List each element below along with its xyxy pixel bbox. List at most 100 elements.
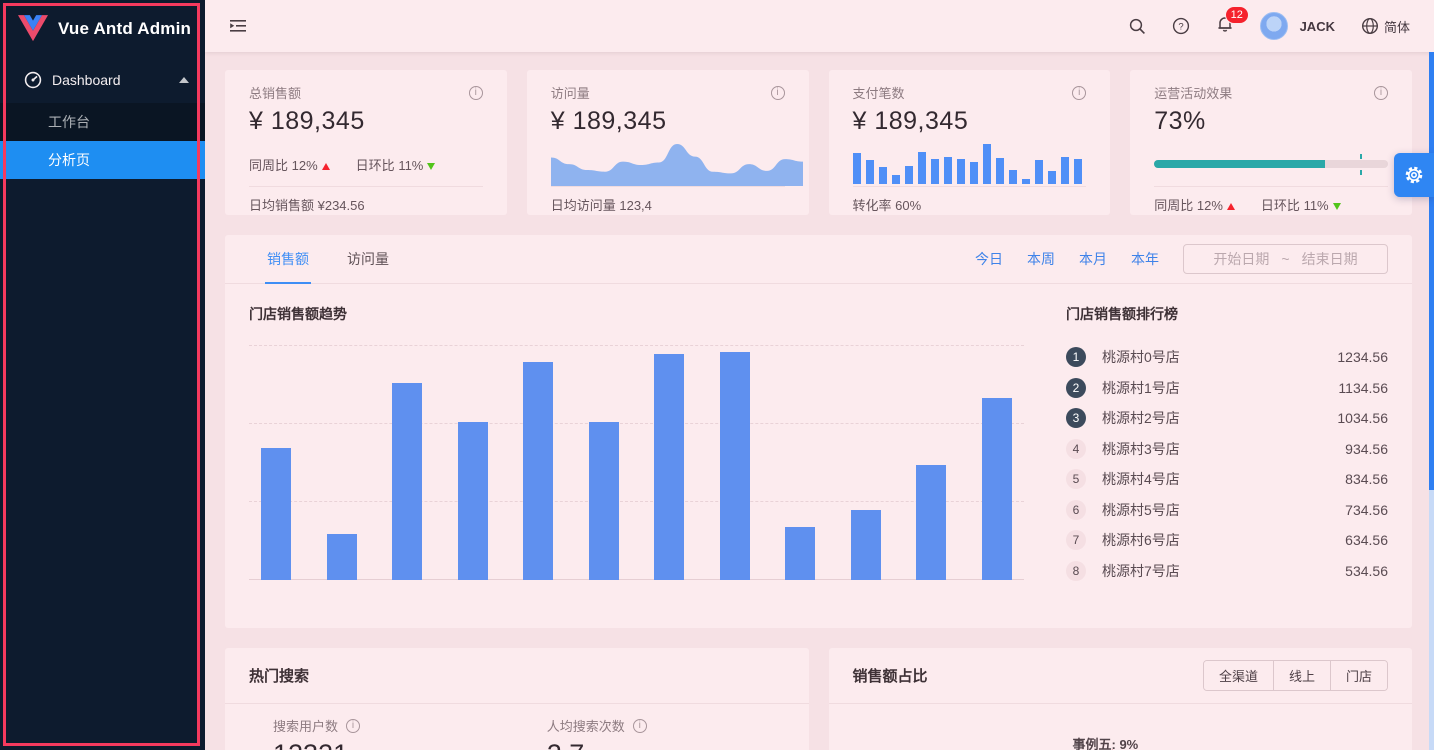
- stat-title: 访问量: [550, 86, 590, 101]
- stat-card-payments: 支付笔数 i ¥ 189,345 转化率 60%: [828, 70, 1111, 215]
- mini-bar: [852, 152, 861, 184]
- info-icon[interactable]: i: [346, 718, 361, 733]
- sidebar-item-label: Dashboard: [52, 72, 121, 88]
- time-link-本周[interactable]: 本周: [1027, 251, 1055, 267]
- search-per-user-value: 2.7: [547, 739, 585, 750]
- rank-badge: 1: [1066, 347, 1086, 368]
- channel-button-group: 全渠道 线上 门店: [1202, 660, 1388, 691]
- sidebar-item-dashboard[interactable]: Dashboard: [0, 57, 205, 103]
- trend-bar: [850, 510, 881, 580]
- pie-slice-label: 事例五: 9%: [1072, 737, 1139, 750]
- mini-bar: [943, 156, 952, 184]
- ranking-row: 8 桃源村7号店 534.56: [1066, 556, 1388, 587]
- mini-bar: [1060, 156, 1069, 184]
- mini-bar: [1073, 159, 1082, 184]
- trend-bar: [457, 421, 488, 580]
- info-icon[interactable]: i: [632, 718, 647, 733]
- search-users-value: 12321: [273, 739, 348, 750]
- trend-row: 同周比 12% 日环比 11%: [249, 142, 483, 186]
- globe-icon: [1361, 17, 1378, 35]
- range-separator: ~: [1281, 251, 1290, 267]
- trend-down-icon: [427, 162, 436, 170]
- info-icon[interactable]: i: [1374, 85, 1388, 100]
- store-name: 桃源村1号店: [1102, 379, 1180, 396]
- mini-bar: [1021, 179, 1030, 184]
- stat-footer: 日均销售额 ¥234.56: [249, 198, 365, 213]
- hot-search-title: 热门搜索: [249, 668, 310, 685]
- header: ? 12 JACK 简体: [205, 0, 1434, 52]
- time-link-本年[interactable]: 本年: [1131, 251, 1159, 267]
- store-sales-value: 634.56: [1345, 532, 1388, 549]
- store-sales-value: 1034.56: [1337, 410, 1388, 427]
- trend-bar: [916, 464, 947, 580]
- locale-switcher[interactable]: 简体: [1361, 17, 1410, 36]
- channel-button[interactable]: 门店: [1329, 661, 1387, 690]
- end-date-placeholder: 结束日期: [1301, 251, 1358, 267]
- ranking-row: 3 桃源村2号店 1034.56: [1066, 403, 1388, 434]
- locale-label: 简体: [1383, 19, 1410, 35]
- stat-card-total-sales: 总销售额 i ¥ 189,345 同周比 12% 日环比 11% 日均销售额 ¥2…: [225, 70, 507, 215]
- time-link-本月[interactable]: 本月: [1079, 251, 1107, 267]
- date-range-picker[interactable]: 开始日期 ~ 结束日期: [1183, 244, 1388, 274]
- ranking-row: 7 桃源村6号店 634.56: [1066, 525, 1388, 556]
- stat-cards-row: 总销售额 i ¥ 189,345 同周比 12% 日环比 11% 日均销售额 ¥2…: [225, 70, 1412, 215]
- start-date-placeholder: 开始日期: [1213, 251, 1270, 267]
- avatar[interactable]: [1259, 12, 1288, 40]
- tab-sales[interactable]: 销售额: [265, 234, 311, 284]
- mini-bar: [930, 159, 939, 184]
- progress-target-marker: [1359, 154, 1362, 159]
- mini-bar: [1047, 171, 1056, 184]
- stat-card-activity: 运营活动效果 i 73% 同周比 12% 日环比 11%: [1130, 70, 1412, 215]
- ranking-row: 4 桃源村3号店 934.56: [1066, 434, 1388, 465]
- ranking-title: 门店销售额排行榜: [1066, 306, 1178, 322]
- stat-value: ¥ 189,345: [550, 107, 667, 135]
- mini-bar: [878, 167, 887, 184]
- stat-value: ¥ 189,345: [852, 107, 969, 135]
- settings-button[interactable]: [1394, 153, 1434, 197]
- store-name: 桃源村6号店: [1102, 532, 1180, 549]
- stat-title: 总销售额: [249, 86, 302, 101]
- stat-title: 运营活动效果: [1154, 86, 1233, 101]
- mini-bar: [956, 159, 965, 184]
- info-icon[interactable]: i: [468, 85, 483, 100]
- sidebar: Vue Antd Admin Dashboard 工作台 分析页: [0, 0, 205, 750]
- channel-button[interactable]: 全渠道: [1203, 661, 1273, 690]
- stat-card-visits: 访问量 i ¥ 189,345 日均访问量 123,4: [526, 70, 809, 215]
- time-link-今日[interactable]: 今日: [975, 251, 1003, 267]
- tab-visits[interactable]: 访问量: [347, 251, 389, 267]
- store-name: 桃源村0号店: [1102, 349, 1180, 366]
- sidebar-item-workbench[interactable]: 工作台: [48, 114, 90, 130]
- channel-button[interactable]: 线上: [1272, 661, 1330, 690]
- trend-bar: [588, 421, 619, 580]
- stat-footer: 日均访问量 123,4: [550, 198, 652, 213]
- gear-icon: [1405, 166, 1423, 184]
- notification-bell[interactable]: 12: [1216, 5, 1249, 38]
- activity-progress-bar: [1154, 154, 1388, 175]
- store-sales-value: 534.56: [1345, 562, 1388, 579]
- mini-bar: [1008, 170, 1017, 184]
- store-sales-value: 1134.56: [1338, 379, 1388, 396]
- trend-up-icon: [321, 162, 330, 170]
- store-name: 桃源村5号店: [1102, 501, 1180, 518]
- sales-proportion-card: 销售额占比 全渠道 线上 门店 事例五: 9%: [828, 648, 1412, 750]
- search-icon[interactable]: [1128, 17, 1146, 35]
- help-icon[interactable]: ?: [1172, 17, 1190, 35]
- info-icon[interactable]: i: [770, 85, 785, 100]
- info-icon[interactable]: i: [1072, 85, 1087, 100]
- menu-fold-icon[interactable]: [229, 17, 247, 35]
- mini-bar: [995, 158, 1004, 184]
- tab-bar: 销售额 访问量 今日 本周 本月 本年 开始日期 ~ 结束日期: [225, 235, 1412, 284]
- trend-bar: [654, 354, 685, 580]
- scrollbar-thumb[interactable]: [1429, 52, 1434, 490]
- sidebar-item-analysis[interactable]: 分析页: [0, 141, 205, 179]
- rank-badge: 7: [1066, 530, 1086, 551]
- user-name[interactable]: JACK: [1299, 18, 1335, 34]
- app-logo[interactable]: Vue Antd Admin: [0, 0, 205, 57]
- ranking-row: 5 桃源村4号店 834.56: [1066, 464, 1388, 495]
- mini-bar: [865, 160, 874, 184]
- store-sales-value: 934.56: [1345, 440, 1388, 457]
- chevron-up-icon: [179, 77, 189, 83]
- trend-bar: [326, 534, 357, 580]
